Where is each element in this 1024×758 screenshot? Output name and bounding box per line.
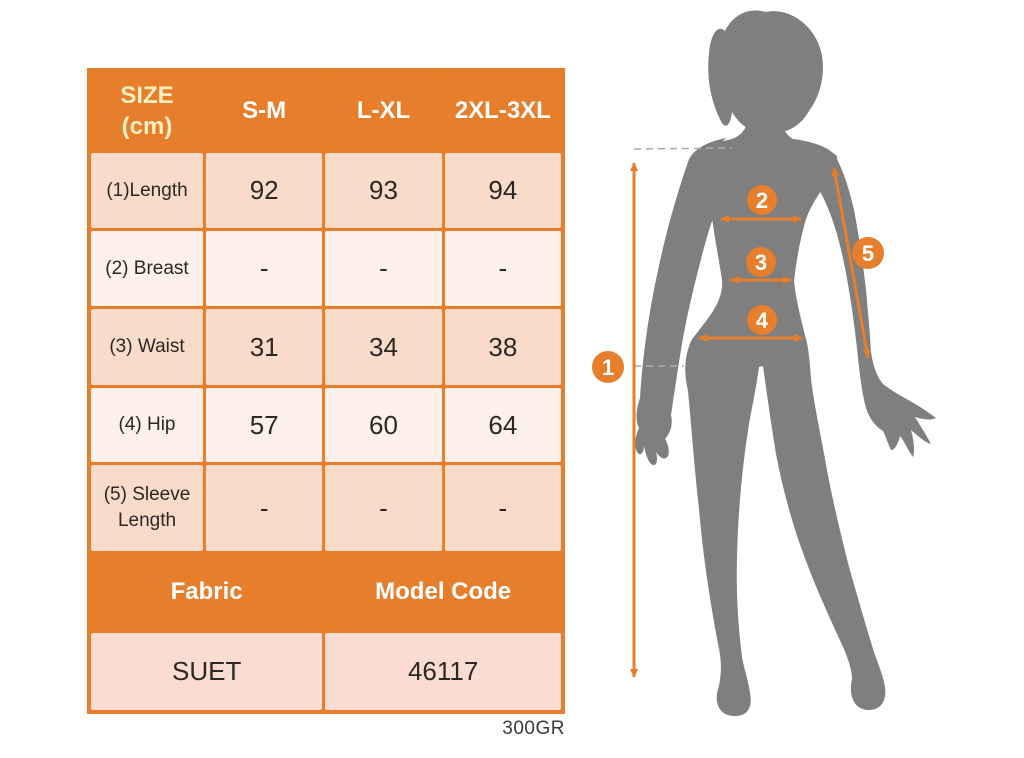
waist-value-sm: 31 [206, 309, 323, 385]
measurement-arrows [630, 162, 871, 678]
hip-value-2xl3xl: 64 [444, 388, 561, 462]
silhouette-torso-legs [685, 110, 886, 717]
table-header-col-2xl3xl: 2XL-3XL [444, 72, 561, 150]
fabric-header: Fabric [91, 554, 323, 630]
badge-5: 5 [852, 237, 884, 269]
size-table: SIZE (cm) S-M L-XL 2XL-3XL (1)Length 92 … [87, 68, 565, 714]
size-unit-label: SIZE (cm) [120, 81, 174, 140]
waist-value-2xl3xl: 38 [444, 309, 561, 385]
table-header-col-lxl: L-XL [325, 72, 442, 150]
length-value-lxl: 93 [325, 153, 442, 228]
length-value-2xl3xl: 94 [444, 153, 561, 228]
row-label-sleeve-length: (5) Sleeve Length [91, 465, 203, 551]
badge-2-number: 2 [756, 188, 768, 213]
shoulder-reference-dash-line [633, 147, 733, 150]
model-code-header: Model Code [325, 554, 561, 630]
badge-4-circle [747, 305, 777, 335]
badge-1: 1 [592, 351, 624, 383]
silhouette-head [708, 10, 823, 133]
model-code-value: 46117 [325, 633, 561, 710]
badge-1-circle [592, 351, 624, 383]
badge-3: 3 [746, 247, 776, 277]
hip-value-sm: 57 [206, 388, 323, 462]
sleeve-value-sm: - [206, 465, 323, 551]
row-label-hip: (4) Hip [91, 388, 203, 462]
sleeve-value-2xl3xl: - [444, 465, 561, 551]
female-silhouette [635, 10, 936, 717]
badge-3-number: 3 [755, 250, 767, 275]
breast-value-lxl: - [325, 231, 442, 306]
table-header-size-unit: SIZE (cm) [91, 72, 203, 150]
badge-4: 4 [747, 305, 777, 335]
silhouette-left-arm [635, 138, 726, 466]
weight-note: 300GR [502, 718, 565, 739]
table-header-col-sm: S-M [206, 72, 323, 150]
length-value-sm: 92 [206, 153, 323, 228]
badge-4-number: 4 [756, 308, 769, 333]
badge-2-circle [747, 185, 777, 215]
measurement-diagram: 1 2 3 4 5 [592, 10, 936, 717]
row-label-breast: (2) Breast [91, 231, 203, 306]
row-label-length: (1)Length [91, 153, 203, 228]
hip-value-lxl: 60 [325, 388, 442, 462]
waist-value-lxl: 34 [325, 309, 442, 385]
breast-value-sm: - [206, 231, 323, 306]
row-label-waist: (3) Waist [91, 309, 203, 385]
badge-1-number: 1 [602, 355, 614, 380]
badge-2: 2 [747, 185, 777, 215]
breast-value-2xl3xl: - [444, 231, 561, 306]
fabric-value: SUET [91, 633, 323, 710]
badge-5-number: 5 [862, 241, 874, 266]
sleeve-value-lxl: - [325, 465, 442, 551]
badge-5-circle [852, 237, 884, 269]
sleeve-arrow [831, 167, 871, 359]
badge-3-circle [746, 247, 776, 277]
